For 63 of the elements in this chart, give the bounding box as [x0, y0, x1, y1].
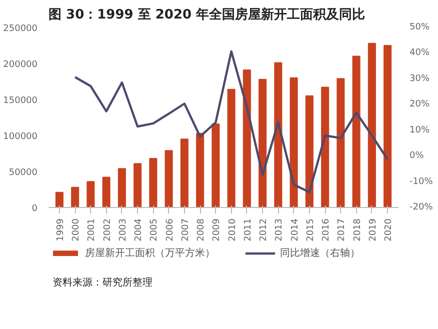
bar	[290, 77, 298, 208]
x-tick-label: 2004	[134, 218, 144, 242]
x-tick-label: 2015	[306, 218, 316, 242]
legend-label: 同比增速（右轴）	[280, 246, 360, 260]
bar	[180, 138, 188, 208]
y-tick-label: 250000	[3, 24, 38, 34]
y2-tick-label: -20%	[410, 202, 434, 212]
bar	[102, 176, 110, 208]
y2-tick-label: -10%	[410, 176, 434, 187]
x-tick-label: 2001	[87, 218, 98, 242]
bar	[368, 42, 376, 208]
x-tick-label: 2000	[72, 218, 82, 242]
bar	[86, 181, 95, 208]
y2-tick-label: 40%	[410, 48, 430, 58]
x-tick-label: 2020	[384, 218, 394, 242]
x-tick-label: 1999	[56, 218, 66, 242]
bar	[274, 62, 282, 208]
x-tick-label: 2003	[118, 218, 128, 242]
x-tick-label: 2014	[290, 218, 300, 242]
y2-tick-label: 0%	[410, 151, 424, 162]
y2-tick-label: 10%	[410, 125, 430, 136]
line-series	[74, 50, 389, 194]
x-tick-label: 2017	[337, 218, 348, 242]
y-tick-label: 200000	[3, 60, 38, 70]
bar	[149, 158, 158, 208]
bar	[134, 163, 142, 208]
x-tick-label: 2011	[243, 218, 254, 242]
x-tick-label: 2006	[165, 218, 176, 242]
y-tick-label: 50000	[8, 168, 38, 178]
x-tick-label: 2012	[259, 218, 270, 242]
x-tick-label: 2013	[274, 218, 285, 242]
bar	[196, 132, 204, 208]
bar	[227, 88, 236, 208]
bar	[352, 56, 360, 208]
x-tick-label: 2005	[150, 218, 160, 242]
y-tick-label: 150000	[3, 96, 38, 106]
x-tick-label: 2002	[102, 218, 113, 242]
y2-tick-label: 50%	[410, 22, 430, 32]
y-tick-label: 100000	[3, 132, 38, 142]
bar	[384, 45, 392, 208]
x-tick-label: 2016	[322, 218, 332, 242]
bar	[336, 78, 345, 208]
x-tick-label: 2010	[228, 218, 238, 242]
y2-tick-label: 30%	[410, 74, 430, 84]
y2-tick-label: 20%	[410, 100, 430, 110]
text: 资料来源：研究所整理	[52, 276, 152, 288]
bar	[242, 69, 251, 208]
bar	[55, 192, 64, 208]
chart-title: 图 30：1999 至 2020 年全国房屋新开工面积及同比	[48, 6, 366, 22]
bar	[305, 95, 314, 208]
legend-label: 房屋新开工面积（万平方米）	[85, 246, 215, 260]
x-tick-label: 2019	[368, 218, 378, 242]
bar	[321, 86, 330, 208]
x-tick-label: 2007	[180, 218, 191, 242]
bar	[71, 186, 80, 208]
bar	[258, 78, 267, 208]
x-tick-label: 2008	[196, 218, 207, 242]
bar	[212, 123, 220, 208]
x-tick-label: 2018	[352, 218, 363, 242]
x-tick-label: 2009	[212, 218, 222, 242]
y-tick-label: 0	[32, 204, 38, 214]
bar	[118, 168, 126, 208]
bar	[164, 150, 173, 208]
